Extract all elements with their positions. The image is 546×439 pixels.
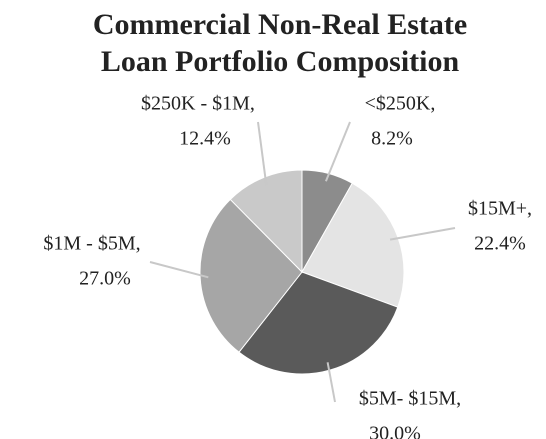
pie-slice	[199, 198, 303, 353]
slice-label: $1M - $5M,	[43, 233, 140, 255]
slice-label: $15M+,	[468, 198, 532, 220]
slice-label: $250K - $1M,	[141, 93, 255, 115]
pie-slice	[301, 182, 405, 308]
slice-value: 8.2%	[371, 128, 413, 150]
slice-value: 12.4%	[179, 128, 231, 150]
slice-label: <$250K,	[365, 93, 436, 115]
chart-title: Loan Portfolio Composition	[101, 45, 460, 78]
chart-title: Commercial Non-Real Estate	[93, 8, 467, 41]
slice-value: 27.0%	[79, 268, 131, 290]
leader-line	[326, 362, 336, 403]
slice-value: 22.4%	[474, 233, 526, 255]
slice-value: 30.0%	[369, 423, 421, 439]
pie-slice	[229, 169, 303, 274]
leader-line	[324, 121, 351, 182]
slice-label: $5M- $15M,	[359, 388, 461, 410]
leader-line	[257, 121, 268, 186]
leader-line	[149, 261, 209, 279]
leader-line	[389, 227, 456, 241]
